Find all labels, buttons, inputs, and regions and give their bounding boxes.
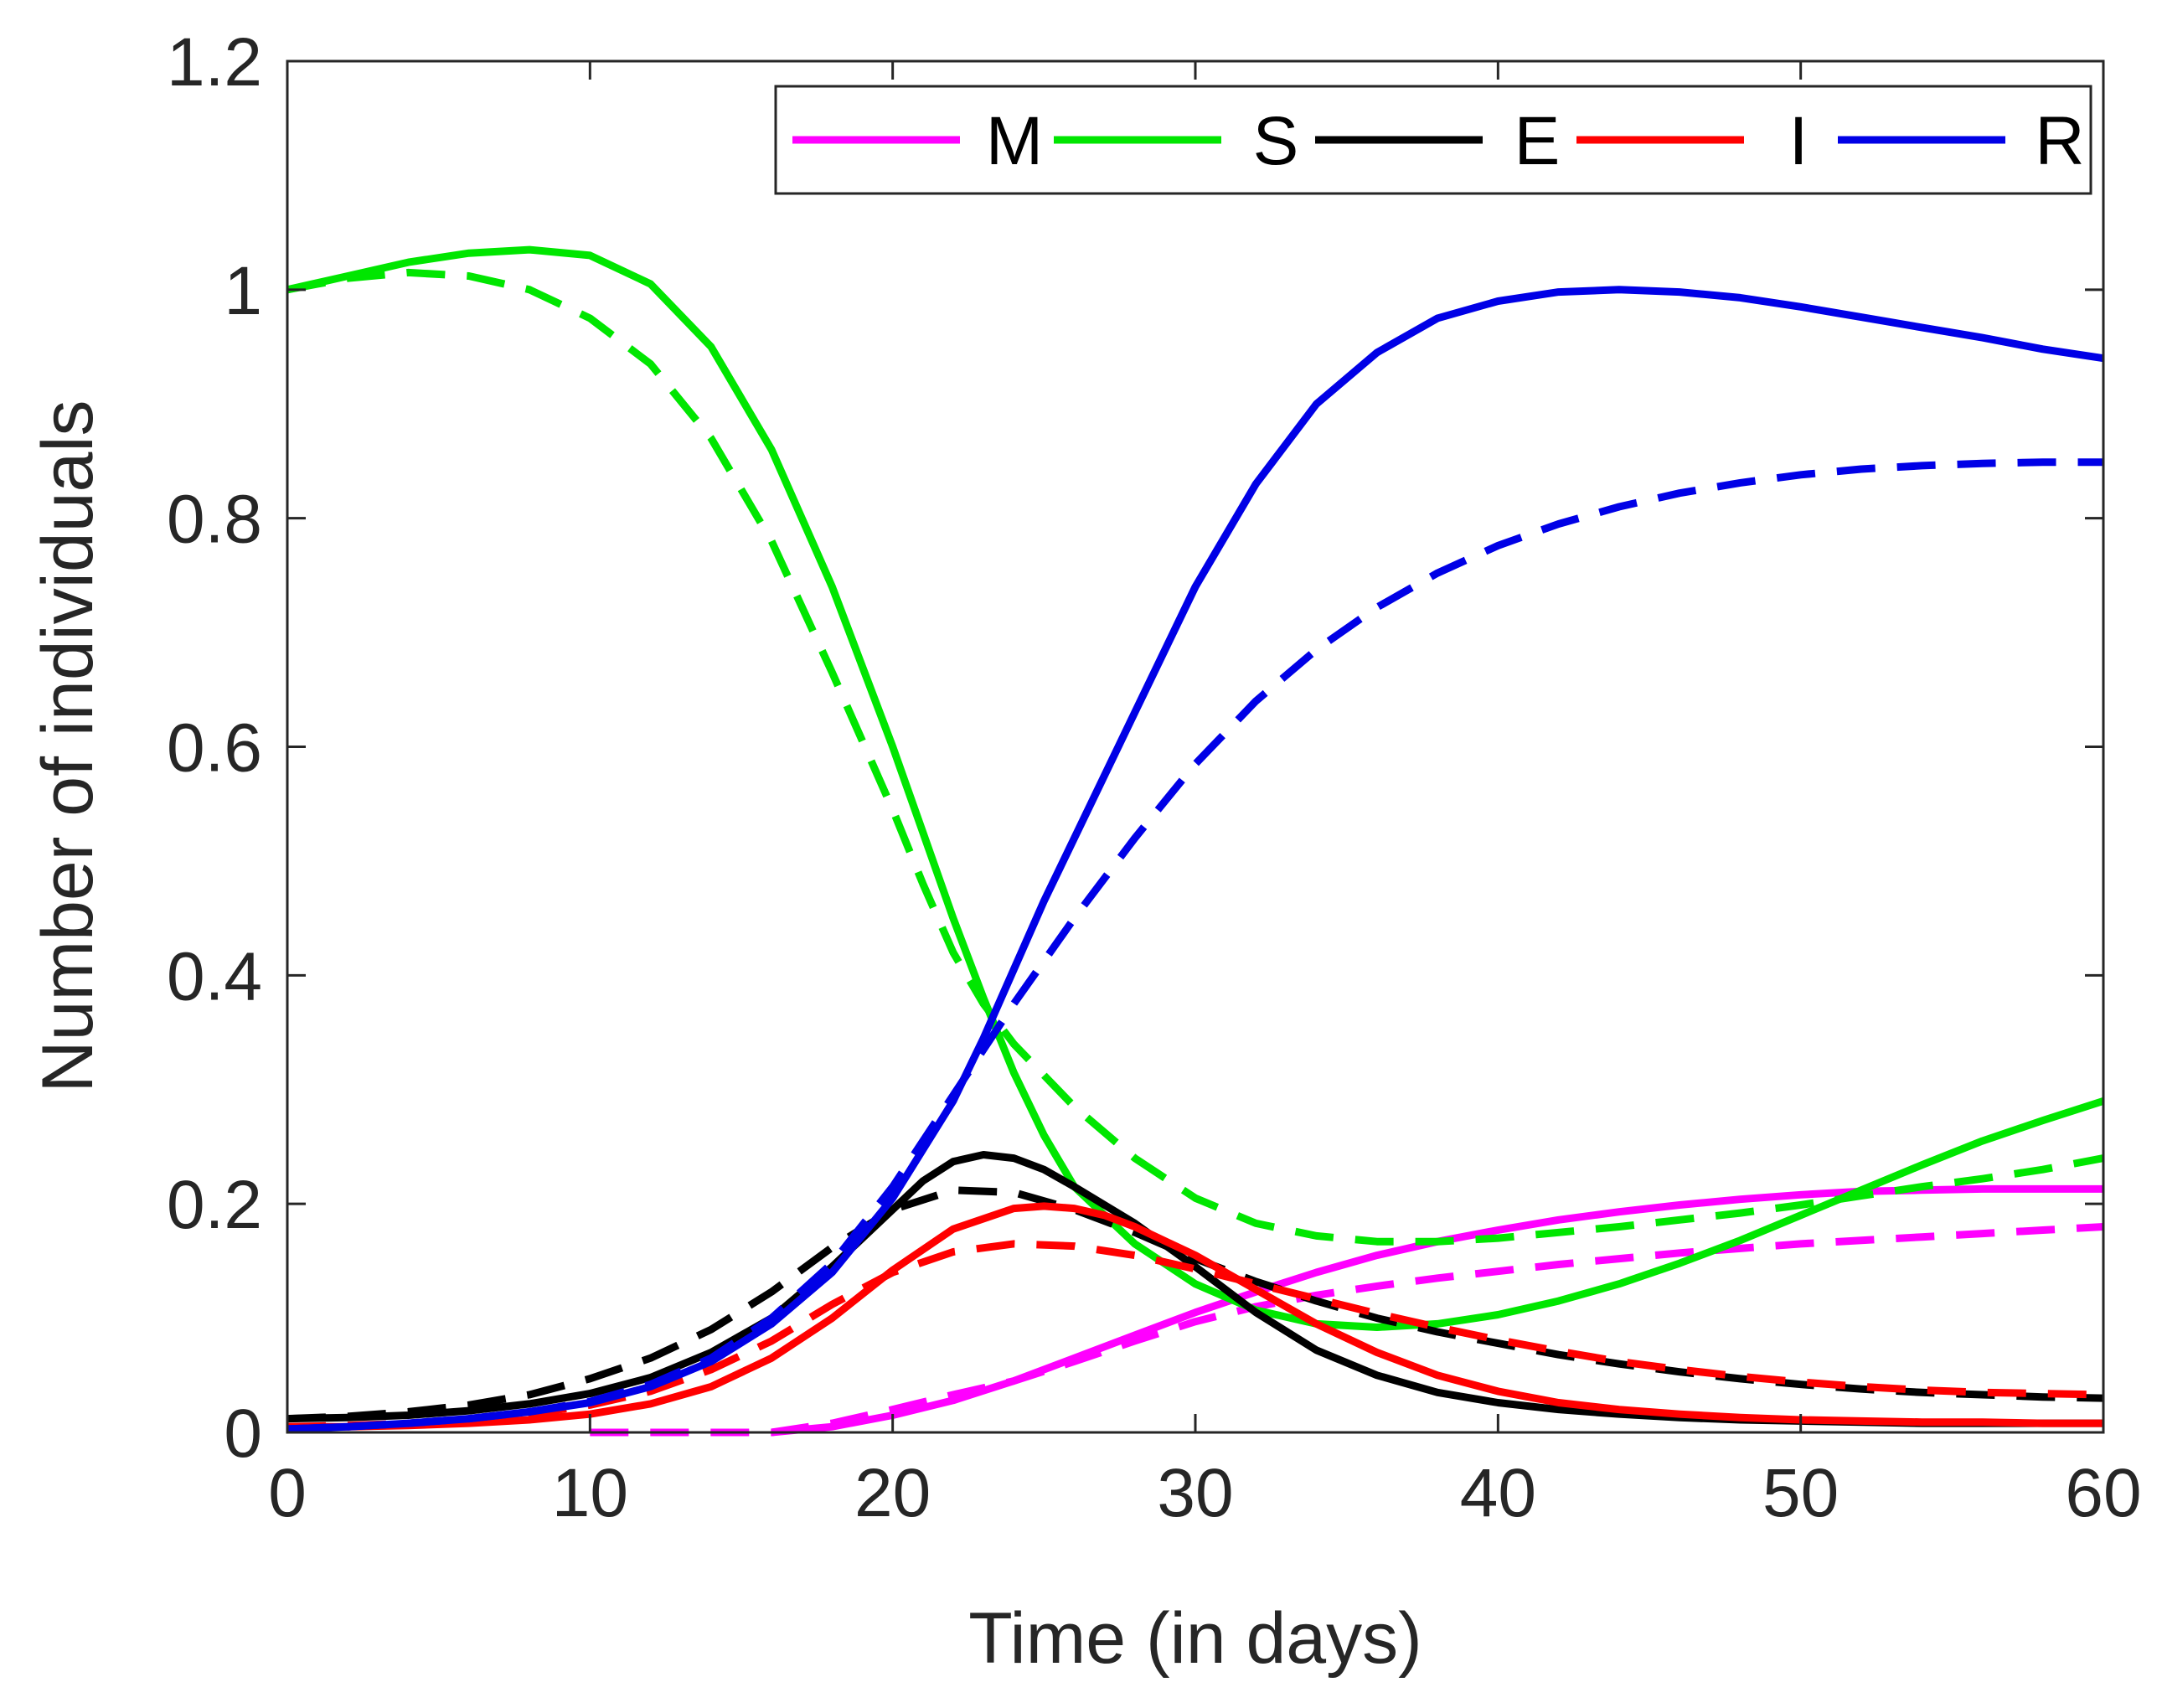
y-tick-label: 1 (224, 253, 262, 329)
x-axis-title: Time (in days) (968, 1598, 1422, 1679)
x-tick-label: 0 (268, 1455, 307, 1531)
legend-label-r: R (2035, 103, 2084, 179)
y-tick-label: 0.8 (167, 482, 262, 558)
series-r-dashed-line (286, 458, 2103, 1433)
y-tick-label: 0.6 (167, 710, 262, 787)
series-layer (286, 245, 2105, 1437)
legend-label-s: S (1253, 103, 1299, 179)
x-tick-label: 40 (1460, 1455, 1536, 1531)
y-tick-label: 0.2 (167, 1167, 262, 1243)
y-axis-title: Number of individuals (28, 400, 108, 1093)
x-tick-label: 10 (552, 1455, 628, 1531)
y-tick-label: 0.4 (167, 938, 262, 1014)
x-tick-label: 30 (1157, 1455, 1233, 1531)
x-tick-label: 20 (854, 1455, 931, 1531)
series-i-solid-line (287, 1202, 2103, 1431)
legend-label-i: I (1789, 103, 1809, 179)
ticks-layer: 0 10 20 30 40 50 60 0 0.2 0.4 0.6 0.8 1 1.2 (167, 24, 2142, 1531)
series-m-dashed-line (590, 1223, 2104, 1437)
legend-label-e: E (1514, 103, 1561, 179)
y-tick-label: 0 (224, 1396, 262, 1472)
y-tick-label: 1.2 (167, 24, 262, 101)
x-tick-label: 50 (1762, 1455, 1839, 1531)
x-tick-label: 60 (2065, 1455, 2141, 1531)
legend-label-m: M (986, 103, 1043, 179)
series-s-dashed-line (286, 268, 2104, 1246)
